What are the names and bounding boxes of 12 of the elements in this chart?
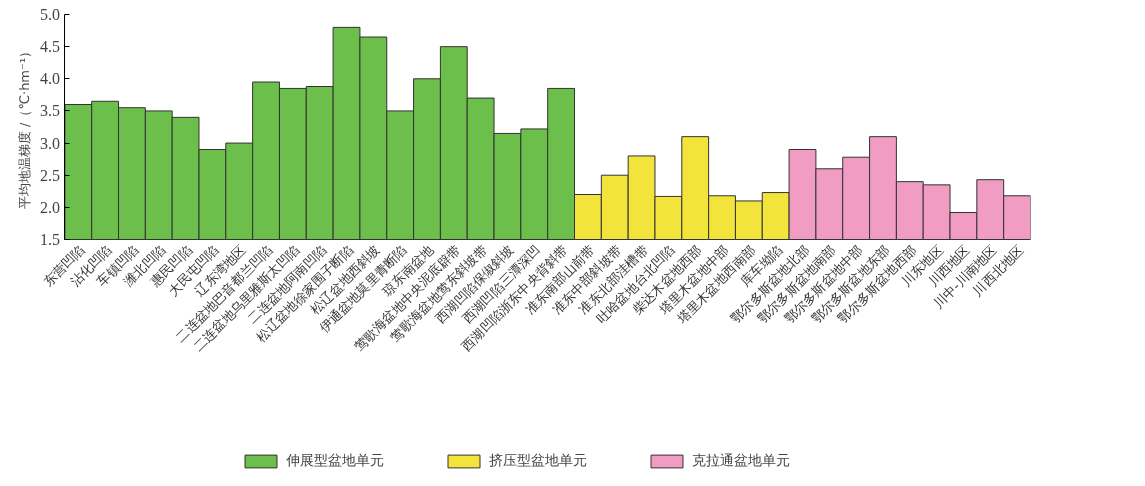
y-tick-label: 1.5 — [39, 231, 60, 248]
legend-label: 克拉通盆地单元 — [691, 452, 790, 470]
y-axis-title: 平均地温梯度 /（℃·hm⁻¹） — [16, 44, 32, 210]
y-tick-label: 4.5 — [39, 38, 60, 56]
y-tick-label: 2.0 — [39, 198, 60, 216]
y-tick-label: 2.5 — [39, 166, 60, 184]
y-tick-label: 5.0 — [39, 6, 60, 23]
legend-label: 伸展型盆地单元 — [285, 452, 384, 470]
y-tick-label: 3.0 — [39, 134, 60, 152]
legend-label: 挤压型盆地单元 — [488, 452, 587, 470]
y-tick-label: 4.0 — [39, 70, 60, 88]
y-tick-label: 3.5 — [39, 102, 60, 120]
